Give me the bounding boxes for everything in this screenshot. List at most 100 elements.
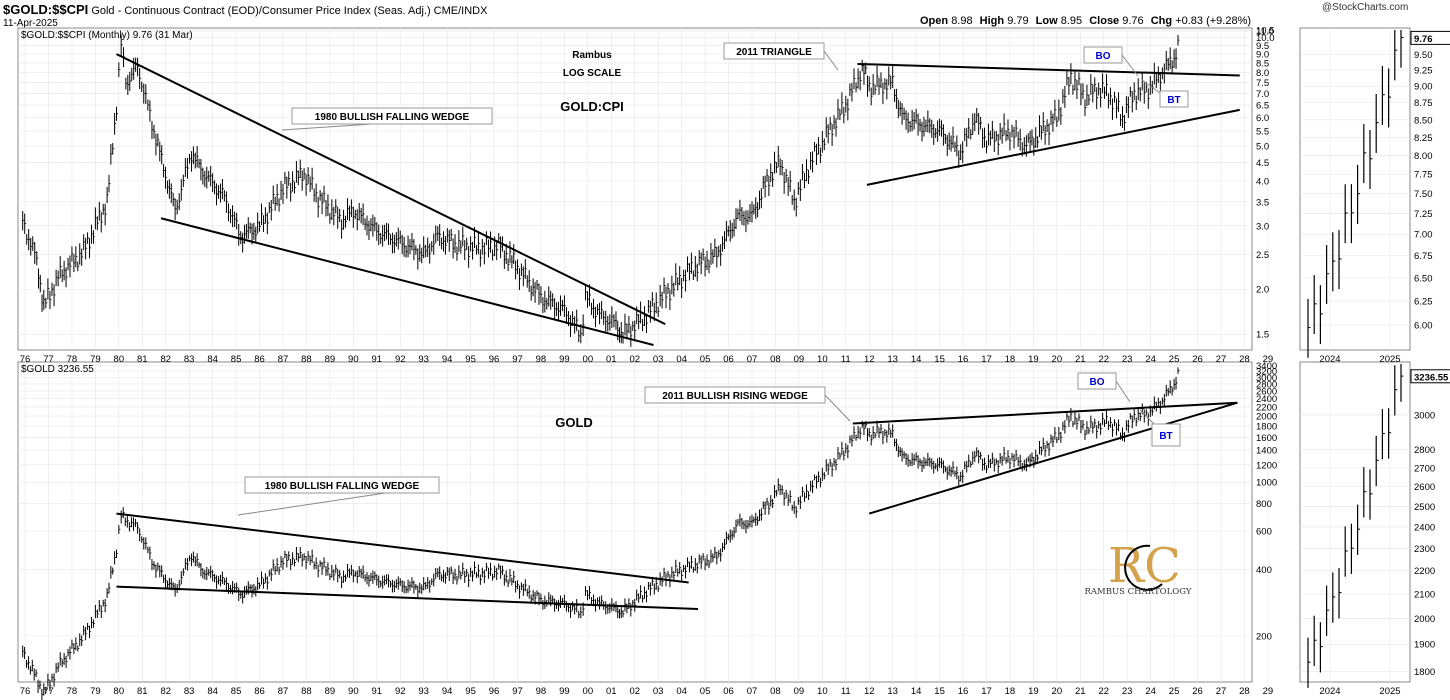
x-tick-label: 25 <box>1169 686 1180 697</box>
y-tick-label: 8.5 <box>1256 59 1269 70</box>
close-value: 9.76 <box>1122 15 1144 27</box>
x-tick-label: 20 <box>1052 686 1063 697</box>
x-tick-label: 85 <box>231 686 242 697</box>
x-tick-label: 94 <box>442 686 453 697</box>
x-tick-label: 05 <box>700 354 711 365</box>
x-tick-label: 15 <box>934 686 945 697</box>
x-tick-label: 97 <box>512 686 523 697</box>
annotation-log-scale: LOG SCALE <box>563 68 622 79</box>
callout-pointer <box>1115 380 1131 403</box>
y-tick-label: 1000 <box>1256 478 1277 489</box>
x-tick-label: 07 <box>747 686 758 697</box>
y-tick-label: 2300 <box>1414 544 1435 555</box>
x-tick-label: 90 <box>348 354 359 365</box>
ohlc-readout: Open 8.98 High 9.79 Low 8.95 Close 9.76 … <box>920 15 1255 27</box>
x-tick-label: 81 <box>137 354 148 365</box>
y-tick-label: 3400 <box>1256 361 1277 372</box>
callout-label: 2011 TRIANGLE <box>736 47 812 58</box>
y-tick-label: 6.25 <box>1414 296 1433 307</box>
callout-pointer <box>1141 79 1161 94</box>
x-tick-label: 83 <box>184 686 195 697</box>
high-label: High <box>979 15 1005 27</box>
callout-label: BT <box>1167 95 1180 106</box>
y-tick-label: 9.25 <box>1414 66 1433 77</box>
y-tick-label: 9.50 <box>1414 50 1433 61</box>
y-tick-label: 2800 <box>1414 445 1435 456</box>
y-tick-label: 6.75 <box>1414 251 1433 262</box>
x-tick-label: 16 <box>958 354 969 365</box>
x-tick-label: 28 <box>1239 354 1250 365</box>
panel-frame <box>1299 27 1411 351</box>
x-tick-label: 27 <box>1216 354 1227 365</box>
x-tick-label: 95 <box>465 354 476 365</box>
x-tick-label: 02 <box>629 354 640 365</box>
x-tick-label: 07 <box>747 354 758 365</box>
callout-box <box>291 107 493 125</box>
x-tick-label: 23 <box>1122 354 1133 365</box>
annotation-2011-triangle: 2011 TRIANGLE <box>723 42 839 71</box>
x-tick-label: 94 <box>442 354 453 365</box>
x-tick-label: 92 <box>395 354 406 365</box>
y-tick-label: 3000 <box>1414 410 1435 421</box>
x-tick-label: 02 <box>629 686 640 697</box>
x-tick-label: 85 <box>231 354 242 365</box>
y-tick-label: 9.0 <box>1256 50 1269 61</box>
x-tick-label: 15 <box>934 354 945 365</box>
y-tick-label: 2400 <box>1414 522 1435 533</box>
last-value-label: 3236.55 <box>1414 372 1449 383</box>
y-tick-label: 4.0 <box>1256 176 1269 187</box>
y-tick-label: 7.00 <box>1414 230 1433 241</box>
panel-bottom <box>18 362 1269 700</box>
x-tick-label: 84 <box>207 354 218 365</box>
y-tick-label: 5.0 <box>1256 141 1269 152</box>
y-tick-label: 2200 <box>1256 402 1277 413</box>
watermark-initials: RC <box>1108 538 1181 594</box>
x-tick-label: 28 <box>1239 686 1250 697</box>
y-tick-label: 7.0 <box>1256 89 1269 100</box>
x-tick-label: 96 <box>489 686 500 697</box>
x-tick-label: 76 <box>20 354 31 365</box>
y-tick-label: 8.0 <box>1256 68 1269 79</box>
chg-value: +0.83 (+9.28%) <box>1175 15 1252 27</box>
x-tick-label: 79 <box>90 686 101 697</box>
annotation-1980-wedge-gold: 1980 BULLISH FALLING WEDGE <box>237 476 440 516</box>
trendline <box>116 585 699 611</box>
panel-top <box>18 28 1269 350</box>
trendline <box>857 62 1240 77</box>
x-tick-label: 20 <box>1052 354 1063 365</box>
x-tick-label: 13 <box>887 354 898 365</box>
x-tick-label: 14 <box>911 354 922 365</box>
y-tick-label: 3.5 <box>1256 197 1269 208</box>
x-tick-label: 91 <box>371 354 382 365</box>
y-tick-label: 1.5 <box>1256 330 1269 341</box>
x-tick-label: 25 <box>1169 354 1180 365</box>
y-tick-label: 2.5 <box>1256 250 1269 261</box>
y-tick-label: 3000 <box>1256 373 1277 384</box>
annotation-bo: BO <box>1083 46 1139 77</box>
y-tick-label: 8.50 <box>1414 115 1433 126</box>
x-tick-label: 86 <box>254 686 265 697</box>
callout-label: BO <box>1096 51 1111 62</box>
y-tick-label: 2000 <box>1414 614 1435 625</box>
x-tick-label: 84 <box>207 686 218 697</box>
y-tick-label: 10.5 <box>1256 26 1275 37</box>
symbol-description: Gold - Continuous Contract (EOD)/Consume… <box>91 5 488 17</box>
x-tick-label: 26 <box>1192 354 1203 365</box>
y-tick-label: 6.0 <box>1256 113 1269 124</box>
x-tick-label: 19 <box>1028 686 1039 697</box>
x-tick-label: 96 <box>489 354 500 365</box>
x-tick-label: 80 <box>114 354 125 365</box>
chart-date: 11-Apr-2025 <box>3 18 58 29</box>
x-tick-label: 91 <box>371 686 382 697</box>
x-tick-label: 2024 <box>1319 354 1340 365</box>
watermark-text: RAMBUS CHARTOLOGY <box>1085 587 1192 597</box>
x-tick-label: 99 <box>559 354 570 365</box>
x-tick-label: 89 <box>325 354 336 365</box>
last-value-label: 9.76 <box>1414 34 1433 45</box>
y-tick-label: 2400 <box>1256 394 1277 405</box>
symbol: $GOLD:$$CPI <box>3 2 89 17</box>
x-tick-label: 98 <box>536 354 547 365</box>
x-tick-label: 77 <box>43 686 54 697</box>
y-tick-label: 10.0 <box>1256 33 1275 44</box>
